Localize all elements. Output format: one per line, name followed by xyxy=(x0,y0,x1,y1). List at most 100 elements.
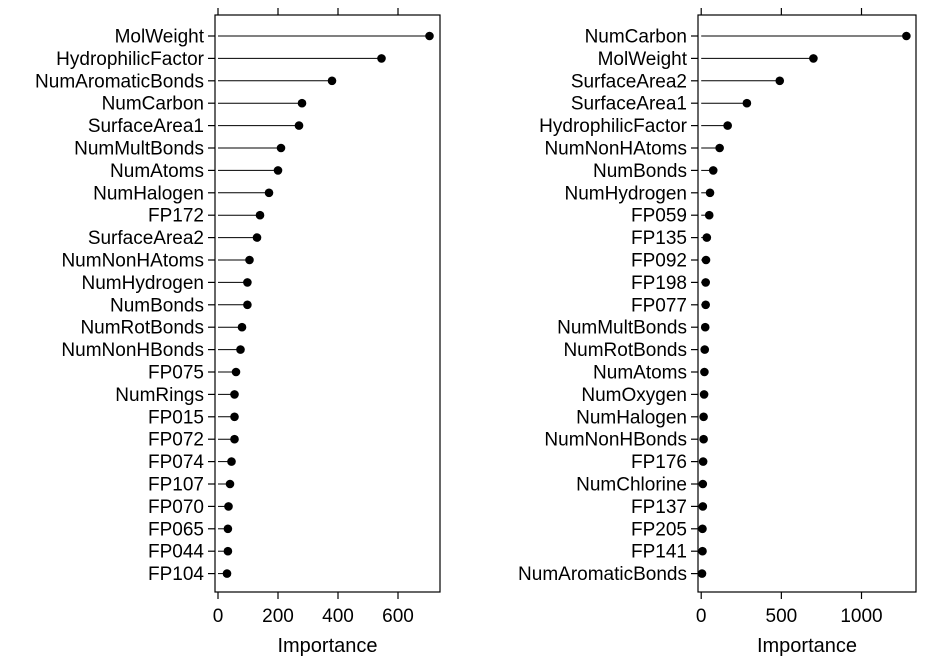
lollipop-point xyxy=(715,143,724,153)
feature-label: NumRotBonds xyxy=(563,340,687,361)
feature-label: FP044 xyxy=(148,542,204,563)
feature-label: SurfaceArea1 xyxy=(571,94,687,115)
feature-label: NumAromaticBonds xyxy=(518,564,687,585)
lollipop-point xyxy=(775,76,785,86)
lollipop-point xyxy=(809,54,818,63)
feature-label: SurfaceArea1 xyxy=(88,116,204,137)
feature-label: HydrophilicFactor xyxy=(539,116,687,137)
chart-panel-2: 0 500 1000ImportanceNumCarbonMolWeightSurf… xyxy=(518,8,917,657)
lollipop-point xyxy=(230,434,239,444)
lollipop-point xyxy=(699,412,708,422)
x-tick-label: 600 xyxy=(382,606,414,627)
feature-label: NumHydrogen xyxy=(82,273,205,294)
feature-label: NumCarbon xyxy=(102,94,204,115)
lollipop-point xyxy=(699,390,709,399)
feature-label: NumHalogen xyxy=(93,183,204,204)
plot-frame xyxy=(214,14,441,593)
lollipop-point xyxy=(697,569,707,578)
feature-label: NumHalogen xyxy=(576,407,687,428)
feature-label: FP092 xyxy=(631,251,687,272)
feature-label: FP074 xyxy=(148,452,204,473)
lollipop-point xyxy=(297,98,307,108)
lollipop-point xyxy=(902,31,911,41)
lollipop-point xyxy=(252,233,262,242)
lollipop-point xyxy=(243,278,252,287)
lollipop-point xyxy=(742,98,752,108)
feature-label: NumRotBonds xyxy=(80,318,204,339)
feature-label: NumAtoms xyxy=(593,363,687,384)
lollipop-point xyxy=(704,210,714,220)
feature-label: SurfaceArea2 xyxy=(571,71,687,92)
feature-label: FP059 xyxy=(631,206,687,227)
lollipop-point xyxy=(224,502,233,511)
feature-label: NumBonds xyxy=(593,161,687,182)
feature-label: NumAtoms xyxy=(110,161,204,182)
feature-label: FP077 xyxy=(631,295,687,316)
lollipop-point xyxy=(425,31,434,41)
feature-label: FP075 xyxy=(148,363,204,384)
lollipop-point xyxy=(294,121,304,130)
lollipop-point xyxy=(230,412,239,422)
feature-label: FP172 xyxy=(148,206,204,227)
feature-label: FP141 xyxy=(631,542,687,563)
feature-label: FP135 xyxy=(631,228,687,249)
feature-label: FP205 xyxy=(631,519,687,540)
feature-label: NumNonHBonds xyxy=(544,430,687,451)
feature-label: NumChlorine xyxy=(576,475,687,496)
lollipop-point xyxy=(708,166,718,175)
lollipop-point xyxy=(231,367,241,377)
lollipop-point xyxy=(700,322,710,332)
feature-label: NumHydrogen xyxy=(565,183,688,204)
lollipop-point xyxy=(222,569,232,578)
lollipop-point xyxy=(698,546,707,556)
lollipop-point xyxy=(701,255,711,265)
lollipop-point xyxy=(227,457,236,466)
feature-label: NumRings xyxy=(115,385,204,406)
feature-label: FP015 xyxy=(148,407,204,428)
lollipop-point xyxy=(705,188,715,198)
lollipop-point xyxy=(223,546,233,556)
x-tick-label: 0 xyxy=(696,606,707,627)
lollipop-point xyxy=(700,367,709,377)
lollipop-point xyxy=(264,188,274,198)
x-tick-label: 200 xyxy=(262,606,294,627)
feature-label: NumOxygen xyxy=(581,385,687,406)
feature-label: FP072 xyxy=(148,430,204,451)
lollipop-point xyxy=(700,345,710,354)
x-tick-label: 0 xyxy=(213,606,224,627)
x-axis-title: Importance xyxy=(277,635,377,657)
lollipop-point xyxy=(223,524,233,534)
feature-label: MolWeight xyxy=(115,27,205,48)
feature-label: SurfaceArea2 xyxy=(88,228,204,249)
feature-label: NumNonHBonds xyxy=(61,340,204,361)
lollipop-point xyxy=(698,479,708,489)
lollipop-point xyxy=(273,166,283,175)
plot-frame xyxy=(697,14,917,593)
lollipop-point xyxy=(237,322,247,332)
lollipop-point xyxy=(377,54,386,63)
lollipop-point xyxy=(255,210,265,220)
feature-label: NumAromaticBonds xyxy=(35,71,204,92)
lollipop-point xyxy=(327,76,337,86)
lollipop-point xyxy=(230,390,239,399)
lollipop-point xyxy=(276,143,286,153)
x-axis-title: Importance xyxy=(757,635,857,657)
feature-label: NumNonHAtoms xyxy=(544,139,687,160)
x-tick-label: 1000 xyxy=(840,606,882,627)
feature-label: FP104 xyxy=(148,564,204,585)
x-tick-label: 500 xyxy=(766,606,798,627)
feature-label: FP137 xyxy=(631,497,687,518)
lollipop-point xyxy=(698,524,707,534)
lollipop-point xyxy=(225,479,235,489)
feature-label: FP065 xyxy=(148,519,204,540)
feature-label: NumMultBonds xyxy=(557,318,687,339)
lollipop-point xyxy=(698,502,708,511)
feature-label: NumMultBonds xyxy=(74,139,204,160)
feature-label: HydrophilicFactor xyxy=(56,49,204,70)
feature-label: FP107 xyxy=(148,475,204,496)
lollipop-point xyxy=(723,121,732,130)
lollipop-point xyxy=(699,434,708,444)
